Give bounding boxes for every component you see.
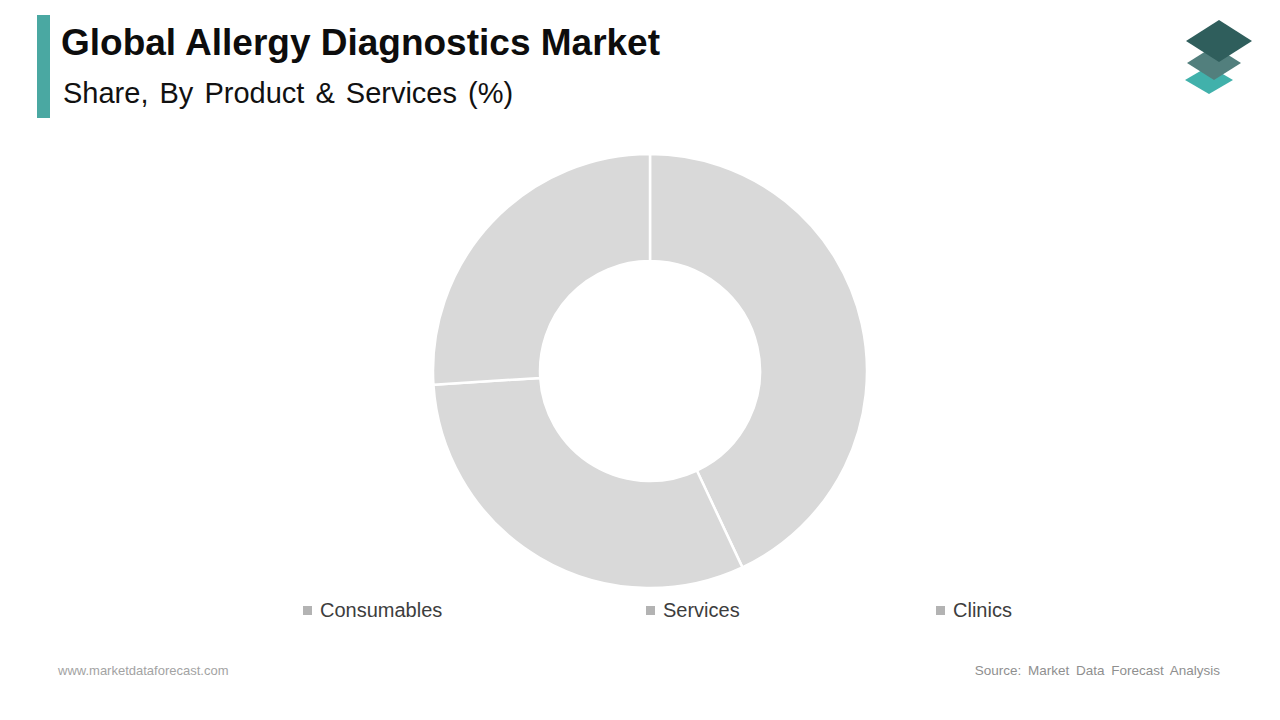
legend-item-consumables: Consumables [303, 596, 442, 624]
donut-chart [420, 141, 880, 601]
legend-swatch-icon [303, 606, 312, 615]
logo-layer-top-icon [1186, 20, 1252, 62]
legend-swatch-icon [646, 606, 655, 615]
legend-label: Services [663, 599, 740, 622]
source-note: Source: Market Data Forecast Analysis [975, 663, 1220, 678]
title-accent-bar [37, 15, 50, 118]
market-data-forecast-logo [1180, 18, 1265, 98]
page-subtitle: Share, By Product & Services (%) [63, 78, 513, 110]
legend-swatch-icon [936, 606, 945, 615]
legend-label: Clinics [953, 599, 1012, 622]
infographic-page: Global Allergy Diagnostics Market Share,… [0, 0, 1280, 720]
chart-legend: Consumables Services Clinics [0, 596, 1280, 624]
donut-slice-services [433, 378, 742, 588]
donut-slice-clinics [433, 154, 650, 385]
page-title: Global Allergy Diagnostics Market [61, 24, 660, 63]
legend-label: Consumables [320, 599, 442, 622]
legend-item-services: Services [646, 596, 740, 624]
website-url: www.marketdataforecast.com [58, 663, 229, 678]
legend-item-clinics: Clinics [936, 596, 1012, 624]
